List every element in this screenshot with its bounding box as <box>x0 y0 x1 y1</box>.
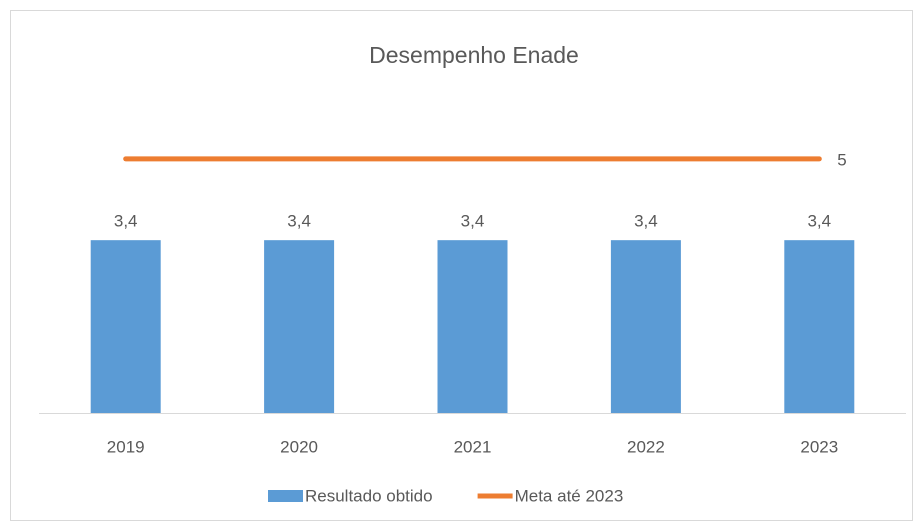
bar <box>90 240 161 413</box>
chart-title: Desempenho Enade <box>369 42 579 68</box>
x-tick-label: 2019 <box>107 437 145 456</box>
data-label: 3,4 <box>114 212 138 231</box>
data-label: 5 <box>837 150 846 169</box>
bar <box>264 240 335 413</box>
bar <box>784 240 855 413</box>
data-label: 3,4 <box>461 212 485 231</box>
legend-swatch <box>268 490 303 502</box>
bar <box>610 240 681 413</box>
data-label: 3,4 <box>287 212 311 231</box>
x-tick-label: 2020 <box>280 437 318 456</box>
x-tick-label: 2021 <box>454 437 492 456</box>
data-label: 3,4 <box>807 212 831 231</box>
data-label: 3,4 <box>634 212 658 231</box>
x-tick-label: 2023 <box>800 437 838 456</box>
x-tick-label: 2022 <box>627 437 665 456</box>
legend-label: Meta até 2023 <box>515 486 624 505</box>
bar <box>437 240 508 413</box>
legend-label: Resultado obtido <box>305 486 433 505</box>
